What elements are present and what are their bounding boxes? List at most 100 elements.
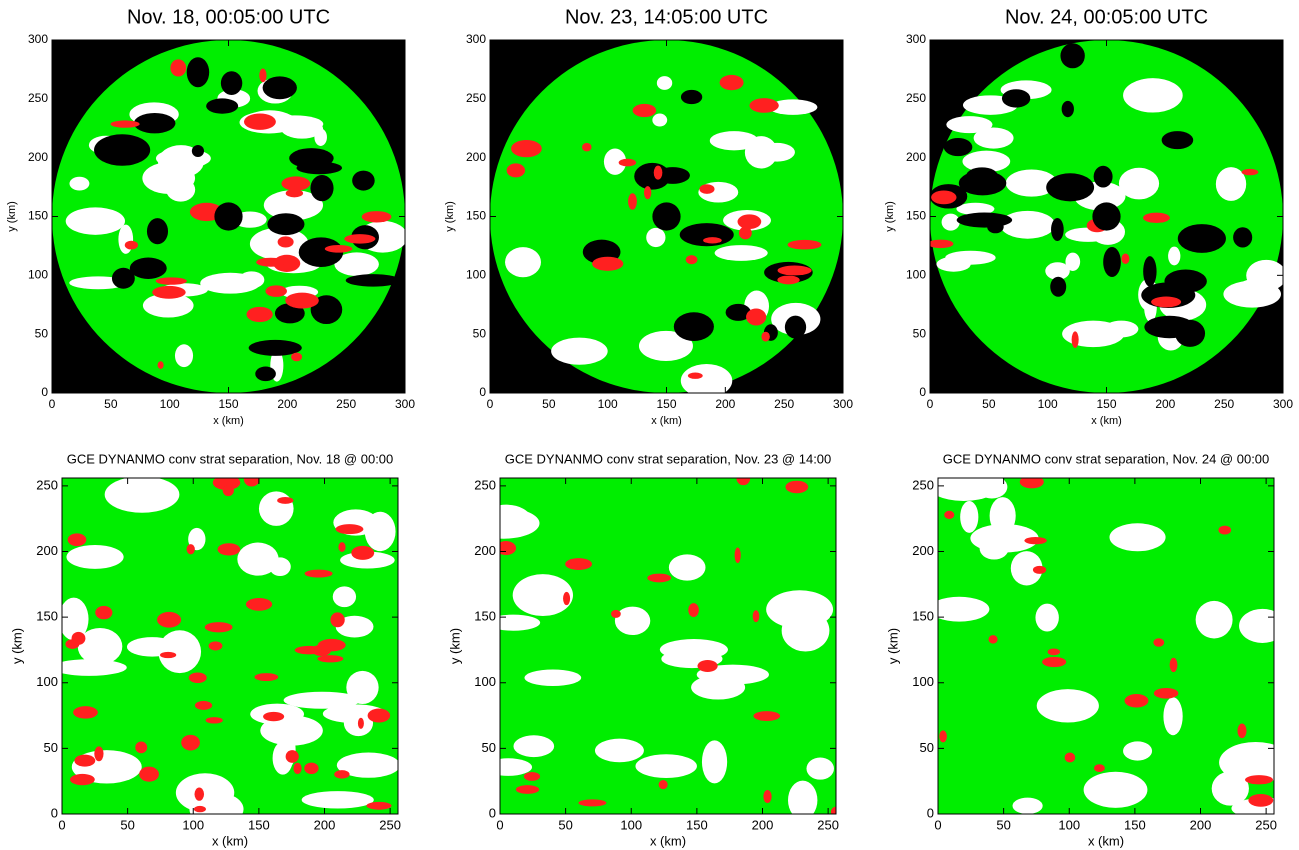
map-blob — [830, 806, 836, 814]
map-blob — [1047, 648, 1061, 656]
map-blob — [679, 223, 734, 247]
x-tick-label: 100 — [1038, 397, 1058, 411]
map-blob — [237, 542, 279, 576]
map-blob — [220, 71, 243, 96]
map-blob — [578, 799, 607, 807]
x-axis-label: x (km) — [1091, 415, 1122, 427]
map-blob — [1195, 600, 1233, 639]
x-tick-label: 200 — [752, 817, 774, 832]
map-blob — [281, 176, 311, 191]
map-blob — [142, 162, 196, 195]
map-blob — [1233, 227, 1253, 248]
map-blob — [65, 207, 125, 235]
map-blob — [979, 537, 1009, 560]
map-blob — [256, 257, 286, 267]
map-blob — [67, 533, 87, 547]
map-blob — [688, 603, 699, 617]
plot-frame — [499, 477, 837, 815]
map-blob — [351, 545, 375, 560]
x-axis-label: x (km) — [1088, 833, 1124, 848]
x-tick-label: 0 — [927, 397, 934, 411]
map-blob — [217, 543, 241, 556]
map-blob — [222, 485, 234, 497]
map-blob — [594, 738, 644, 763]
x-tick-label: 100 — [160, 397, 180, 411]
y-tick-label: 150 — [912, 609, 934, 624]
map-blob — [367, 708, 391, 723]
map-blob — [243, 478, 260, 487]
y-tick-label: 0 — [927, 805, 934, 820]
map-blob — [314, 128, 327, 147]
map-blob — [265, 285, 287, 297]
map-blob — [784, 315, 807, 339]
x-tick-label: 300 — [1273, 397, 1293, 411]
map-blob — [62, 597, 89, 641]
x-tick-label: 50 — [542, 397, 556, 411]
map-blob — [357, 717, 364, 729]
map-blob — [330, 612, 345, 628]
map-blob — [565, 558, 592, 570]
map-blob — [181, 734, 200, 751]
map-blob — [513, 735, 555, 758]
map-blob — [1153, 638, 1165, 647]
map-blob — [95, 605, 113, 620]
y-tick-label: 0 — [41, 385, 48, 399]
map-blob — [563, 591, 571, 606]
y-tick-label: 100 — [28, 268, 48, 282]
map-blob — [111, 267, 135, 289]
map-blob — [987, 220, 1004, 234]
x-tick-label: 250 — [336, 397, 356, 411]
x-tick-label: 150 — [656, 397, 676, 411]
map-blob — [738, 226, 752, 240]
map-blob — [768, 99, 818, 115]
map-blob — [988, 635, 998, 644]
map-blob — [1012, 797, 1043, 814]
y-tick-label: 250 — [912, 477, 934, 492]
map-blob — [1121, 253, 1130, 265]
y-tick-label: 300 — [466, 32, 486, 46]
map-blob — [152, 285, 186, 299]
map-blob — [1124, 693, 1149, 708]
map-blob — [763, 789, 772, 804]
map-blob — [1168, 246, 1181, 266]
y-tick-label: 100 — [906, 268, 926, 282]
map-blob — [505, 247, 541, 278]
map-blob — [500, 614, 541, 631]
map — [938, 478, 1274, 814]
map-blob — [94, 746, 104, 762]
x-tick-label: 0 — [496, 817, 503, 832]
map-blob — [1050, 276, 1067, 297]
map-blob — [124, 240, 138, 250]
map-blob — [334, 770, 350, 779]
map-blob — [146, 218, 169, 245]
map-blob — [1032, 565, 1047, 574]
y-tick-label: 50 — [473, 326, 487, 340]
map-blob — [352, 170, 375, 191]
map-blob — [941, 213, 960, 231]
map-blob — [734, 547, 741, 563]
map-blob — [274, 303, 305, 324]
map-blob — [787, 239, 822, 250]
map-blob — [701, 740, 728, 784]
map-blob — [266, 115, 324, 133]
map-blob — [1239, 608, 1274, 643]
x-tick-label: 250 — [379, 817, 401, 832]
map-blob — [656, 76, 673, 90]
map-blob — [65, 639, 80, 649]
map-blob — [1036, 689, 1099, 723]
map-blob — [500, 541, 517, 556]
x-tick-label: 150 — [1096, 397, 1116, 411]
map-blob — [646, 227, 666, 248]
map-blob — [618, 158, 637, 167]
map-blob — [655, 167, 690, 184]
map-blob — [938, 596, 990, 622]
map — [52, 40, 405, 393]
map-blob — [1241, 168, 1259, 176]
y-tick-label: 200 — [906, 150, 926, 164]
map-blob — [245, 598, 273, 611]
map-blob — [500, 758, 533, 776]
map-blob — [1151, 296, 1182, 308]
map-blob — [254, 673, 279, 682]
x-tick-label: 100 — [182, 817, 204, 832]
